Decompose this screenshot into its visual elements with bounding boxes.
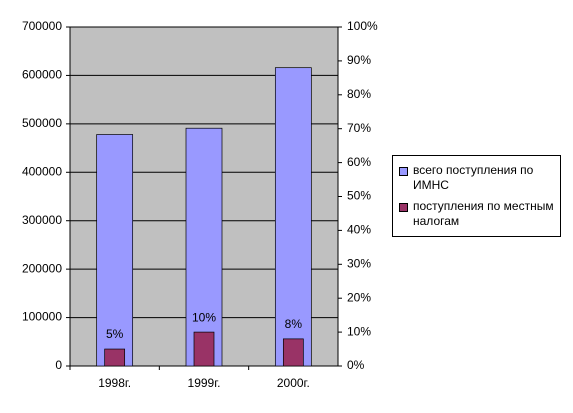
bar xyxy=(104,348,126,367)
y2-tick-label: 50% xyxy=(347,189,371,203)
legend-item: поступления по местным налогам xyxy=(393,196,560,232)
x-tick-label: 1999г. xyxy=(188,376,221,390)
data-label: 8% xyxy=(285,317,303,331)
y2-tick-label: 20% xyxy=(347,290,371,304)
x-tick-label: 2000г. xyxy=(277,376,310,390)
x-tick-label: 1998г. xyxy=(98,376,131,390)
bar xyxy=(274,67,312,367)
y-tick-label: 500000 xyxy=(22,116,62,130)
y2-tick-label: 10% xyxy=(347,324,371,338)
legend-swatch xyxy=(399,203,408,212)
y-tick-label: 100000 xyxy=(22,310,62,324)
y2-tick-label: 80% xyxy=(347,87,371,101)
y2-tick-label: 60% xyxy=(347,155,371,169)
y-tick-label: 0 xyxy=(55,358,62,372)
data-label: 5% xyxy=(106,327,124,341)
y2-tick-label: 0% xyxy=(347,358,365,372)
bar xyxy=(282,338,304,367)
y-tick-label: 400000 xyxy=(22,164,62,178)
y-tick-label: 300000 xyxy=(22,213,62,227)
y2-tick-label: 40% xyxy=(347,223,371,237)
y2-tick-label: 100% xyxy=(347,19,378,33)
legend-label: всего поступления по ИМНС xyxy=(413,163,534,192)
y-tick-label: 200000 xyxy=(22,261,62,275)
y-tick-label: 600000 xyxy=(22,68,62,82)
legend-item: всего поступления по ИМНС xyxy=(393,160,560,196)
legend-swatch xyxy=(399,167,408,176)
y2-tick-label: 70% xyxy=(347,121,371,135)
legend-label: поступления по местным налогам xyxy=(413,199,554,228)
y2-tick-label: 90% xyxy=(347,53,371,67)
bar xyxy=(193,331,215,367)
y-tick-label: 700000 xyxy=(22,19,62,33)
bar xyxy=(185,127,223,367)
y2-tick-label: 30% xyxy=(347,256,371,270)
legend: всего поступления по ИМНС поступления по … xyxy=(392,155,561,237)
data-label: 10% xyxy=(192,310,216,324)
